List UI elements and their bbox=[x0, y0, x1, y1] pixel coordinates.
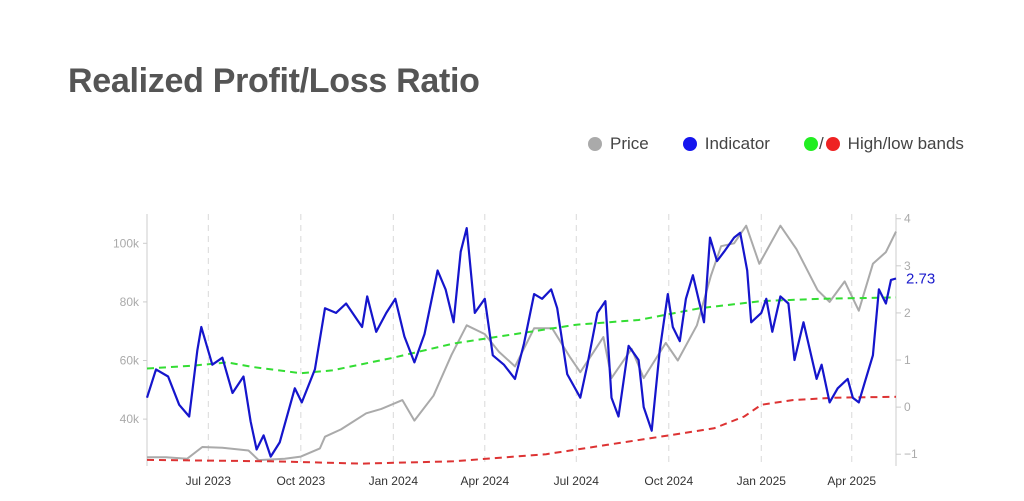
x-tick-label: Apr 2024 bbox=[460, 474, 509, 488]
last-value-label: 2.73 bbox=[906, 271, 935, 288]
right-tick-label: 1 bbox=[904, 353, 911, 367]
chart-legend: Price Indicator / High/low bands bbox=[588, 134, 964, 154]
legend-bands-label: High/low bands bbox=[847, 134, 964, 153]
right-tick-label: 3 bbox=[904, 259, 911, 273]
high-band-dot-icon bbox=[803, 137, 818, 151]
low-band-dot-icon bbox=[825, 137, 840, 151]
legend-item-price: Price bbox=[588, 134, 649, 154]
legend-item-indicator: Indicator bbox=[682, 134, 770, 154]
x-tick-label: Oct 2024 bbox=[644, 474, 693, 488]
legend-indicator-label: Indicator bbox=[704, 134, 770, 153]
chart-title: Realized Profit/Loss Ratio bbox=[68, 62, 480, 100]
indicator-series-line bbox=[145, 227, 897, 458]
price-series-line bbox=[147, 224, 897, 462]
right-tick-label: −1 bbox=[904, 447, 918, 461]
x-tick-label: Jan 2025 bbox=[737, 474, 787, 488]
legend-item-bands: / High/low bands bbox=[803, 134, 964, 154]
left-tick-label: 100k bbox=[113, 236, 140, 250]
left-tick-label: 80k bbox=[120, 295, 140, 309]
right-tick-label: 2 bbox=[904, 306, 911, 320]
indicator-dot-icon bbox=[682, 137, 697, 151]
legend-price-label: Price bbox=[610, 134, 649, 153]
high-band-line bbox=[146, 296, 897, 375]
left-tick-label: 60k bbox=[120, 354, 140, 368]
right-tick-label: 0 bbox=[904, 400, 911, 414]
x-tick-label: Jul 2024 bbox=[554, 474, 600, 488]
x-tick-label: Oct 2023 bbox=[276, 474, 325, 488]
x-tick-label: Apr 2025 bbox=[827, 474, 876, 488]
low-band-line bbox=[146, 395, 897, 465]
left-tick-label: 40k bbox=[120, 412, 140, 426]
legend-slash: / bbox=[818, 134, 824, 153]
right-tick-label: 4 bbox=[904, 212, 911, 226]
x-tick-label: Jan 2024 bbox=[369, 474, 419, 488]
price-dot-icon bbox=[588, 137, 602, 151]
x-tick-label: Jul 2023 bbox=[186, 474, 232, 488]
